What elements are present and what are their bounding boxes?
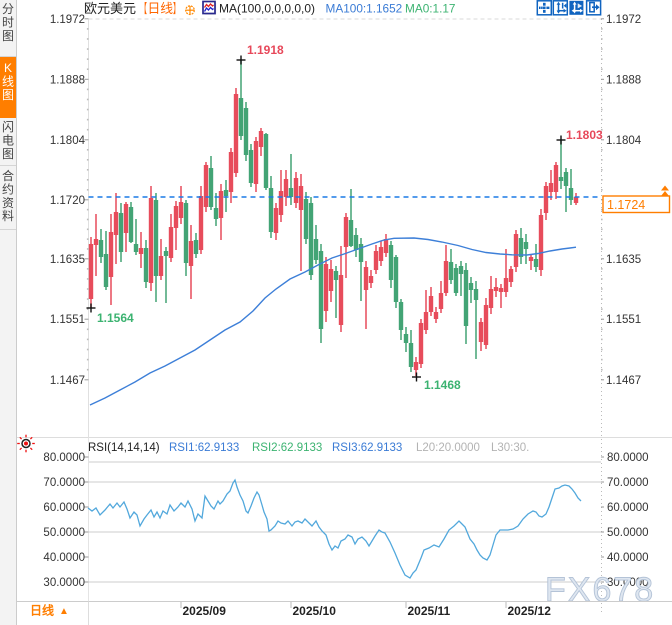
svg-text:80.0000: 80.0000 — [43, 452, 85, 464]
svg-text:1.1564: 1.1564 — [97, 311, 134, 325]
svg-text:【: 【 — [140, 2, 147, 17]
svg-text:1.1804: 1.1804 — [606, 135, 642, 147]
svg-text:MA(100,0,0,0,0,0): MA(100,0,0,0,0,0) — [219, 2, 315, 16]
svg-text:约: 约 — [2, 181, 14, 196]
svg-text:2025/09: 2025/09 — [183, 604, 227, 618]
svg-text:1.1888: 1.1888 — [50, 74, 85, 86]
svg-text:50.0000: 50.0000 — [43, 527, 85, 539]
svg-text:K: K — [4, 61, 12, 75]
svg-text:1.1551: 1.1551 — [606, 314, 641, 326]
svg-text:1.1724: 1.1724 — [607, 198, 645, 212]
svg-text:料: 料 — [2, 209, 14, 223]
svg-text:1.1888: 1.1888 — [606, 74, 641, 86]
svg-text:60.0000: 60.0000 — [607, 502, 649, 514]
svg-text:1.1804: 1.1804 — [50, 135, 86, 147]
svg-text:1.1972: 1.1972 — [50, 14, 85, 26]
svg-text:资: 资 — [2, 196, 14, 210]
svg-text:1.1720: 1.1720 — [50, 195, 85, 207]
svg-text:日线: 日线 — [148, 1, 174, 16]
svg-text:1.1635: 1.1635 — [606, 254, 641, 266]
svg-text:70.0000: 70.0000 — [607, 477, 649, 489]
svg-text:图: 图 — [2, 147, 14, 161]
svg-text:2025/12: 2025/12 — [508, 604, 552, 618]
svg-text:L30:30.: L30:30. — [491, 442, 529, 454]
svg-text:合: 合 — [2, 168, 14, 183]
svg-text:1.1972: 1.1972 — [606, 14, 641, 26]
svg-text:1.1467: 1.1467 — [606, 375, 641, 387]
svg-text:40.0000: 40.0000 — [43, 552, 85, 564]
svg-text:50.0000: 50.0000 — [607, 527, 649, 539]
svg-text:】: 】 — [173, 2, 180, 17]
svg-text:欧元美元: 欧元美元 — [84, 1, 136, 16]
svg-text:线: 线 — [2, 74, 14, 88]
svg-text:2025/11: 2025/11 — [408, 604, 451, 618]
svg-text:分: 分 — [2, 2, 14, 16]
svg-text:▲: ▲ — [59, 606, 69, 617]
svg-text:RSI2:62.9133: RSI2:62.9133 — [252, 442, 322, 454]
svg-text:80.0000: 80.0000 — [607, 452, 649, 464]
svg-text:MA100:1.1652: MA100:1.1652 — [326, 2, 403, 16]
svg-text:60.0000: 60.0000 — [43, 502, 85, 514]
svg-text:MA0:1.17: MA0:1.17 — [405, 2, 456, 16]
svg-text:RSI(14,14,14): RSI(14,14,14) — [88, 442, 160, 454]
svg-text:日线: 日线 — [30, 603, 54, 618]
svg-text:1.1918: 1.1918 — [247, 43, 284, 57]
svg-text:FX678: FX678 — [545, 571, 655, 609]
svg-text:70.0000: 70.0000 — [43, 477, 85, 489]
svg-text:40.0000: 40.0000 — [607, 552, 649, 564]
svg-text:RSI1:62.9133: RSI1:62.9133 — [169, 442, 239, 454]
svg-text:闪: 闪 — [2, 120, 14, 134]
svg-text:1.1551: 1.1551 — [50, 314, 85, 326]
svg-text:时: 时 — [2, 15, 14, 29]
svg-text:图: 图 — [2, 88, 14, 102]
svg-text:电: 电 — [2, 133, 14, 147]
svg-text:图: 图 — [2, 29, 14, 43]
svg-text:30.0000: 30.0000 — [607, 577, 649, 589]
svg-text:30.0000: 30.0000 — [43, 577, 85, 589]
svg-text:1.1635: 1.1635 — [50, 254, 85, 266]
svg-text:1.1467: 1.1467 — [50, 375, 85, 387]
svg-text:2025/10: 2025/10 — [293, 604, 337, 618]
svg-text:RSI3:62.9133: RSI3:62.9133 — [332, 442, 402, 454]
svg-text:L20:20.0000: L20:20.0000 — [416, 442, 480, 454]
svg-text:1.1468: 1.1468 — [424, 378, 461, 392]
svg-text:1.1803: 1.1803 — [566, 128, 603, 142]
